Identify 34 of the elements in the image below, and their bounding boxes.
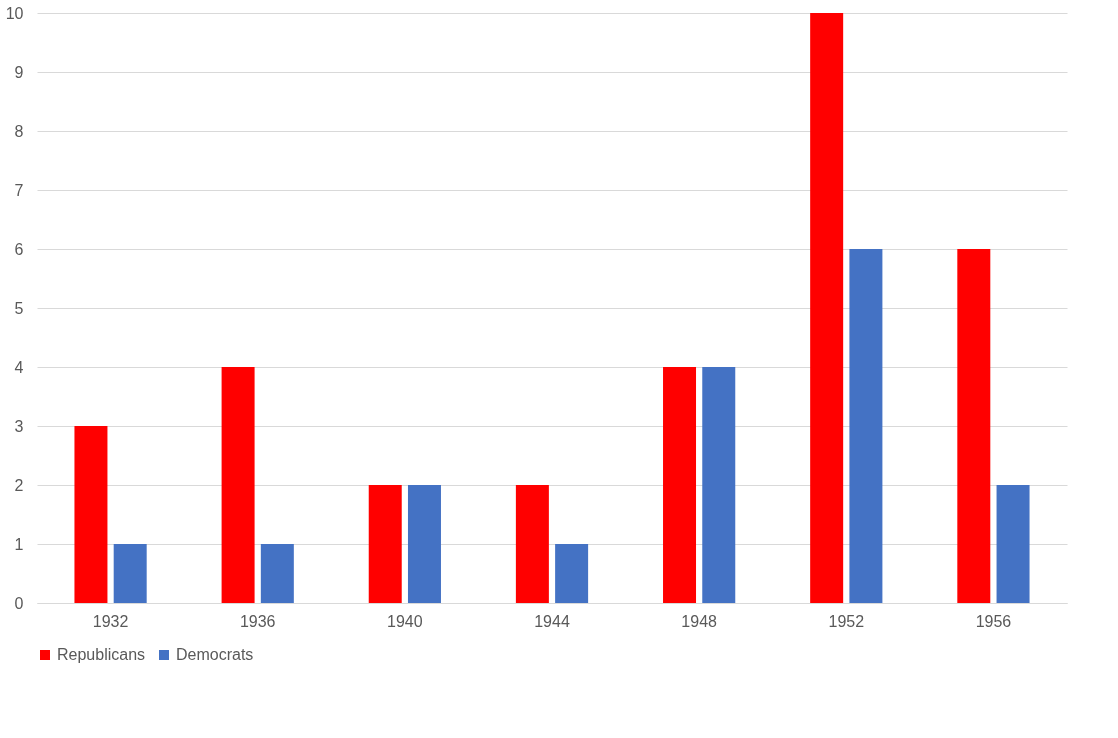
y-tick-label: 2 <box>14 476 24 494</box>
y-tick-label: 3 <box>14 417 24 435</box>
x-tick-label: 1948 <box>681 612 718 630</box>
bar <box>74 426 108 603</box>
y-tick-label: 7 <box>14 181 24 199</box>
bar <box>368 485 402 603</box>
y-tick-label: 5 <box>14 299 24 317</box>
bar <box>221 367 255 603</box>
x-tick-label: 1944 <box>534 612 570 630</box>
bar <box>957 249 991 603</box>
x-tick-label: 1940 <box>387 612 423 630</box>
bar <box>810 13 844 603</box>
bar <box>407 485 441 603</box>
y-tick-label: 9 <box>14 63 24 81</box>
x-tick-label: 1932 <box>92 612 129 630</box>
bar <box>555 544 589 603</box>
y-tick-label: 10 <box>5 4 24 22</box>
x-tick-label: 1956 <box>975 612 1012 630</box>
bar <box>515 485 549 603</box>
bar <box>849 249 883 603</box>
x-tick-label: 1936 <box>239 612 276 630</box>
y-tick-label: 8 <box>14 122 24 140</box>
bar <box>996 485 1030 603</box>
legend-label: Republicans <box>57 646 146 663</box>
x-tick-label: 1952 <box>828 612 865 630</box>
bar <box>113 544 147 603</box>
bar <box>702 367 736 603</box>
y-tick-label: 6 <box>14 240 24 258</box>
y-tick-label: 1 <box>14 535 24 553</box>
y-tick-label: 4 <box>14 358 24 376</box>
legend-label: Democrats <box>176 646 254 663</box>
bar <box>663 367 697 603</box>
bar <box>260 544 294 603</box>
y-tick-label: 0 <box>14 594 24 612</box>
